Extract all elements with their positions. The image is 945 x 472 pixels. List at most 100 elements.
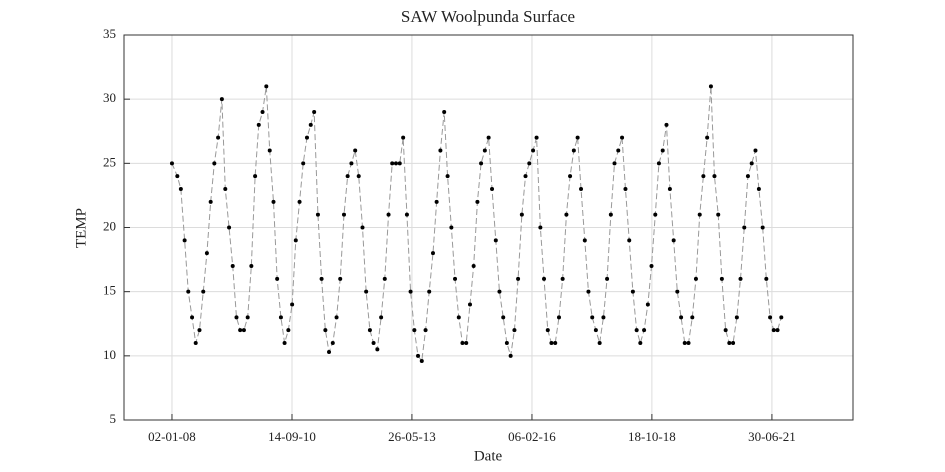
data-point [364,289,369,294]
data-point [238,328,243,333]
data-point [223,187,228,191]
data-point [386,212,391,217]
data-point [664,122,669,127]
data-point [434,199,439,204]
data-point [708,84,713,89]
data-point [264,84,269,89]
data-point [201,289,206,294]
y-tick-label: 30 [103,90,116,105]
data-point [519,212,524,217]
data-point [416,353,421,358]
data-point [182,238,187,243]
y-tick-label: 10 [103,347,116,362]
data-point [756,187,761,191]
data-point [527,161,532,166]
data-point [353,148,358,153]
data-point [442,110,447,114]
data-point [568,174,573,179]
data-point [275,276,280,281]
data-point [531,148,536,153]
data-point [593,328,598,333]
data-point [556,315,561,320]
data-point [212,161,217,166]
data-point [393,161,398,166]
data-point [464,341,469,345]
data-point [642,328,647,333]
data-point [427,289,432,294]
data-point [338,276,343,281]
data-point [475,199,480,204]
data-point [301,161,306,166]
y-tick-label: 5 [110,411,117,426]
data-point [575,135,580,140]
data-point [356,174,361,179]
data-point [760,225,765,230]
data-point [679,315,684,320]
data-point [753,148,758,153]
data-point [323,328,328,333]
data-point [616,148,621,153]
data-point [671,238,676,243]
data-point [493,238,498,243]
data-point [731,341,736,345]
data-point [605,276,610,281]
data-point [341,212,346,217]
x-axis-label: Date [474,448,503,464]
y-axis-label: TEMP [73,208,89,248]
x-tick-label: 06-02-16 [508,429,556,444]
data-point [430,251,435,256]
data-point [169,161,174,166]
data-point [701,174,706,179]
data-point [675,289,680,294]
data-point [512,328,517,333]
chart-title: SAW Woolpunda Surface [401,7,575,26]
data-point [656,161,661,166]
data-point [367,328,372,333]
data-point [723,328,728,333]
x-tick-label: 14-09-10 [268,429,316,444]
data-point [241,328,246,333]
x-tick-label: 26-05-13 [388,429,436,444]
data-point [319,276,324,281]
data-point [705,135,710,140]
data-point [286,328,291,333]
data-point [667,187,672,191]
data-point [775,328,780,333]
data-point [497,289,502,294]
data-point [501,315,506,320]
data-point [719,276,724,281]
data-point [523,174,528,179]
data-point [334,315,339,320]
data-point [545,328,550,333]
data-point [349,161,354,166]
data-point [742,225,747,230]
data-point [716,212,721,217]
x-tick-label: 02-01-08 [148,429,196,444]
data-point [379,315,384,320]
data-point [253,174,258,179]
data-point [579,187,584,191]
data-point [582,238,587,243]
data-point [438,148,443,153]
data-point [660,148,665,153]
data-point [293,238,298,243]
data-point [612,161,617,166]
data-point [634,328,639,333]
data-point [538,225,543,230]
data-point [186,289,191,294]
data-point [401,135,406,140]
data-point [234,315,239,320]
data-point [771,328,776,333]
data-point [623,187,628,191]
data-point [282,341,287,345]
data-point [312,110,317,114]
data-point [297,199,302,204]
data-point [315,212,320,217]
data-point [382,276,387,281]
data-point [227,225,232,230]
data-point [768,315,773,320]
data-point [486,135,491,140]
data-point [727,341,732,345]
data-point [290,302,295,307]
data-point [682,341,687,345]
